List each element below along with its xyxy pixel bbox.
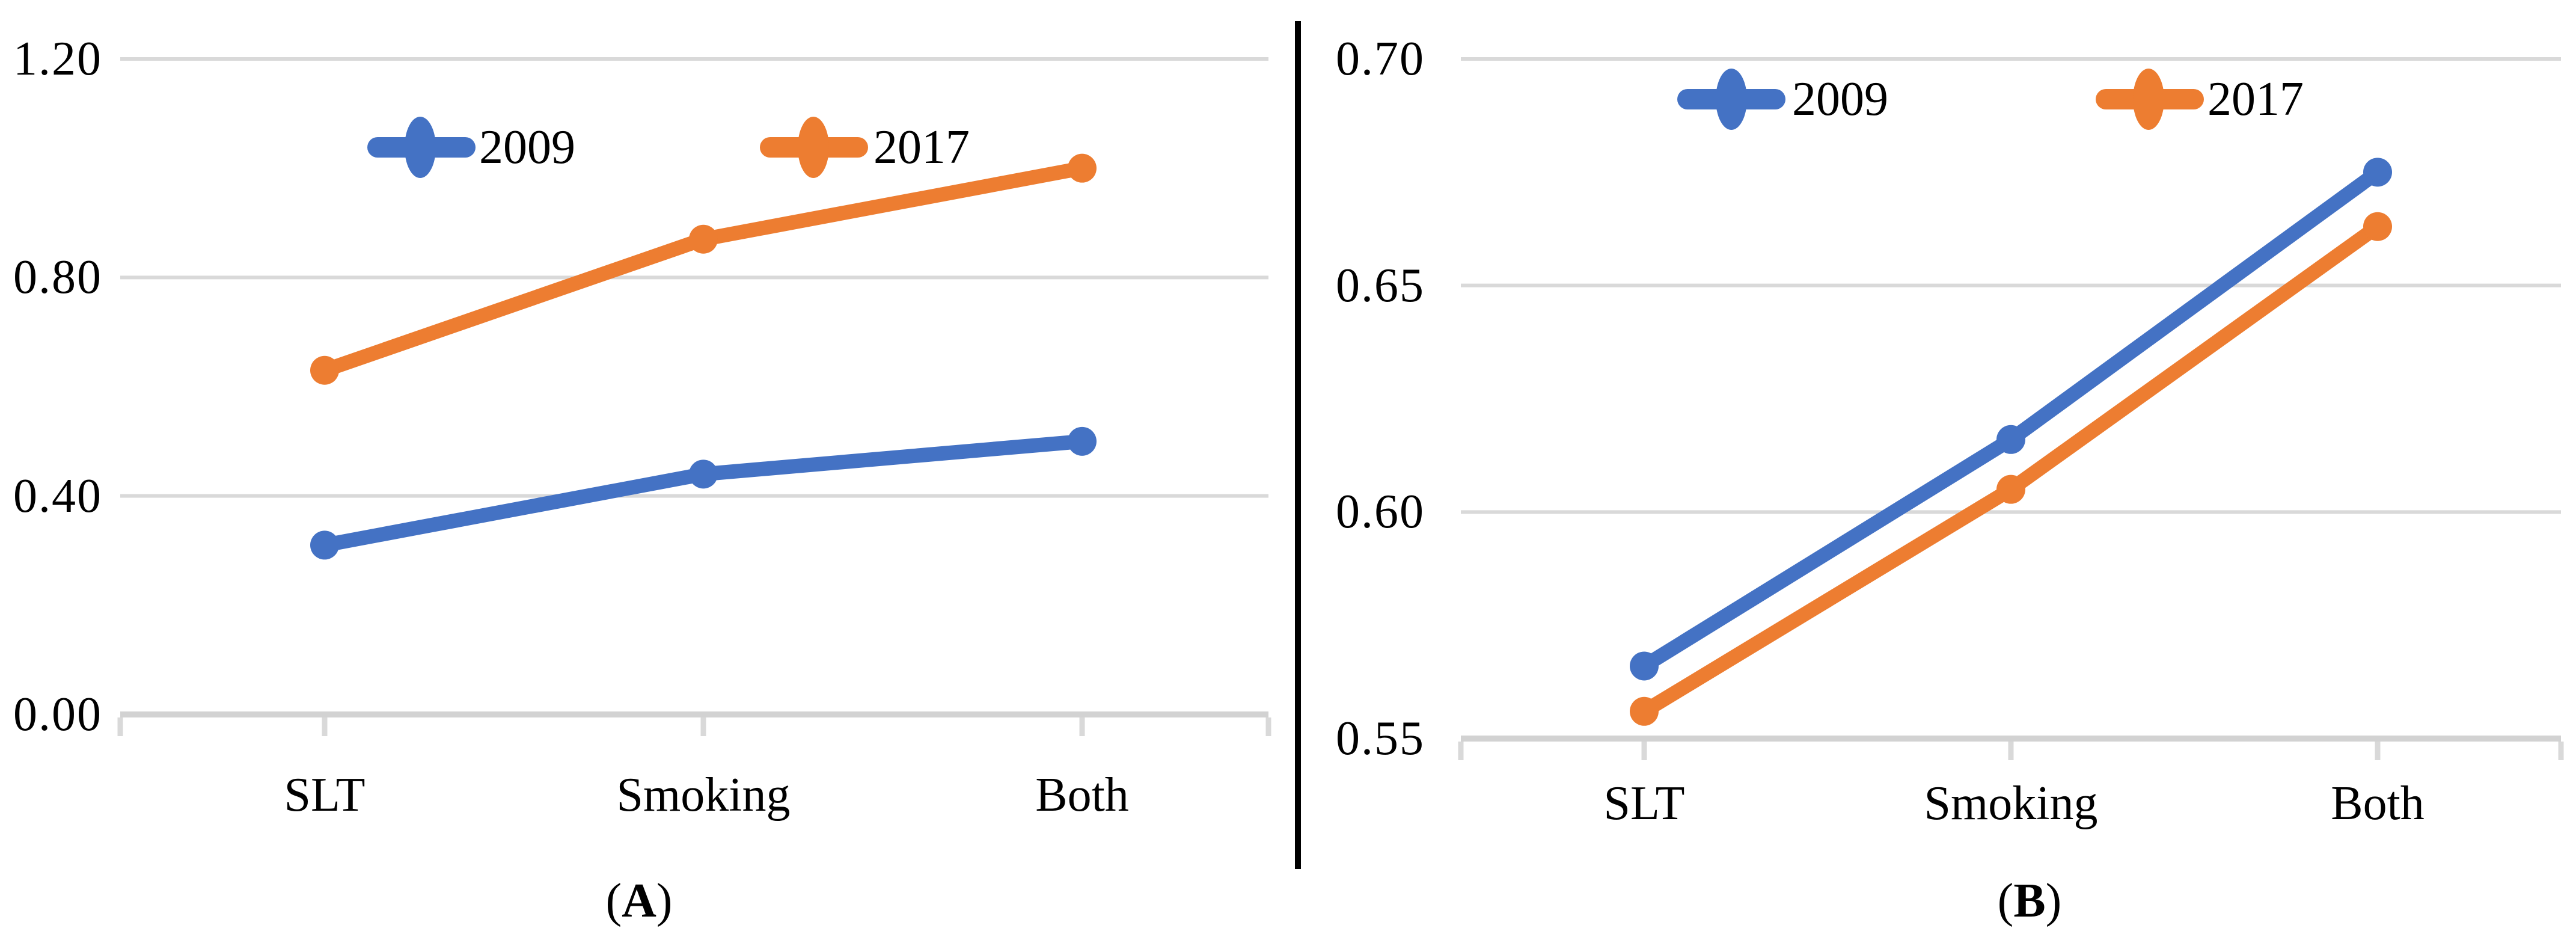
legend-swatch-marker <box>2133 69 2164 130</box>
caption-paren: ) <box>656 874 673 927</box>
data-point-2017-panel-B <box>2363 212 2392 241</box>
data-point-2009-panel-A <box>310 530 339 560</box>
legend-label: 2017 <box>2207 73 2304 126</box>
series-line-2017-panel-B <box>1637 219 2385 719</box>
data-point-2009-panel-A <box>1068 426 1097 456</box>
y-tick-label: 0.60 <box>1336 485 1425 538</box>
x-category-label: Both <box>2331 777 2425 830</box>
series-line-2017-panel-A <box>317 161 1089 378</box>
legend-label: 2009 <box>1792 73 1888 126</box>
caption-paren: ( <box>605 874 622 927</box>
y-tick-label: 0.80 <box>13 251 102 304</box>
panel-divider-line <box>1295 21 1301 869</box>
y-tick-label: 0.55 <box>1336 712 1425 765</box>
caption-letter: B <box>2013 874 2046 927</box>
y-tick-label: 0.65 <box>1336 259 1425 312</box>
x-category-label: Both <box>1035 769 1129 822</box>
caption-letter: A <box>622 874 656 927</box>
x-category-label: SLT <box>284 769 366 822</box>
data-point-2017-panel-A <box>689 224 718 254</box>
data-point-2009-panel-B <box>1996 425 2025 454</box>
series-line-2009-panel-A <box>317 434 1089 553</box>
panel-caption-b: (B) <box>1998 877 2062 925</box>
legend-swatch-marker <box>405 117 436 178</box>
y-tick-label: 1.20 <box>13 32 102 85</box>
legend-label: 2009 <box>479 121 575 174</box>
data-point-2009-panel-B <box>2363 158 2392 187</box>
y-tick-label: 0.40 <box>13 470 102 523</box>
data-point-2009-panel-A <box>689 459 718 489</box>
caption-paren: ( <box>1997 874 2014 927</box>
panel-caption-a: (A) <box>605 877 672 925</box>
data-point-2017-panel-B <box>1630 696 1659 726</box>
x-category-label: SLT <box>1603 777 1685 830</box>
data-point-2009-panel-B <box>1630 651 1659 681</box>
legend-label: 2017 <box>873 121 970 174</box>
legend-swatch-marker <box>798 117 829 178</box>
x-category-label: Smoking <box>1924 777 2098 830</box>
series-line-2009-panel-B <box>1637 165 2385 674</box>
caption-paren: ) <box>2045 874 2062 927</box>
x-category-label: Smoking <box>616 769 791 822</box>
y-tick-label: 0.00 <box>13 688 102 741</box>
legend-swatch-marker <box>1716 69 1747 130</box>
data-point-2017-panel-A <box>1068 153 1097 183</box>
data-point-2017-panel-A <box>310 355 339 385</box>
y-tick-label: 0.70 <box>1336 32 1425 85</box>
data-point-2017-panel-B <box>1996 475 2025 504</box>
